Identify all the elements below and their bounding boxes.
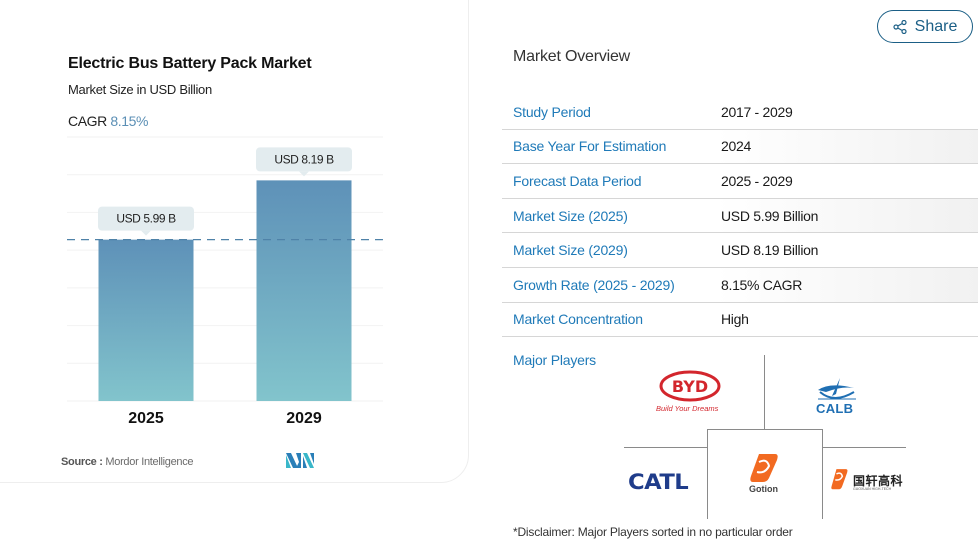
guoxuan-logo-text-en: GUOXUAN HIGH-TECH (853, 487, 892, 491)
calb-logo-text: CALB (816, 401, 854, 416)
catl-logo: CATL (628, 470, 689, 494)
data-label-pointer (299, 171, 309, 177)
source-label: Source : (61, 456, 103, 468)
overview-row-forecast-period: Forecast Data Period 2025 - 2029 (502, 164, 978, 199)
gotion-logo-text: Gotion (749, 484, 778, 494)
data-labels: USD 5.99 B USD 8.19 B (98, 147, 352, 236)
overview-label: Growth Rate (2025 - 2029) (513, 276, 675, 293)
x-tick-label: 2025 (128, 410, 164, 427)
overview-row-growth-rate: Growth Rate (2025 - 2029) 8.15% CAGR (502, 267, 978, 303)
cagr-label: CAGR 8.15% (68, 113, 148, 129)
overview-label: Market Size (2029) (513, 242, 628, 259)
major-players-label: Major Players (513, 352, 596, 368)
overview-label: Market Size (2025) (513, 207, 628, 224)
overview-label: Base Year For Estimation (513, 138, 667, 155)
overview-value: High (721, 311, 749, 328)
bar-2025 (98, 239, 194, 401)
chart-subtitle: Market Size in USD Billion (68, 82, 212, 97)
cagr-label-text: CAGR (68, 113, 107, 129)
overview-value: 8.15% CAGR (721, 276, 803, 293)
gotion-logo (750, 454, 778, 482)
data-label-bubble (98, 206, 194, 231)
overview-value: 2017 - 2029 (721, 103, 793, 120)
mordor-intelligence-logo (286, 453, 314, 468)
players-divider-vertical (764, 355, 765, 430)
overview-row-market-size-2029: Market Size (2029) USD 8.19 Billion (502, 233, 978, 268)
overview-label: Study Period (513, 103, 591, 120)
bars (98, 180, 352, 401)
source-value: Mordor Intelligence (105, 456, 194, 468)
overview-row-market-size-2025: Market Size (2025) USD 5.99 Billion (502, 198, 978, 234)
bar-chart: USD 5.99 B USD 8.19 B 2025 2029 (67, 136, 383, 427)
market-overview-title: Market Overview (513, 48, 631, 65)
players-divider-right (822, 447, 906, 448)
market-overview-table: Study Period 2017 - 2029 Base Year For E… (502, 95, 978, 338)
overview-value: USD 5.99 Billion (721, 207, 819, 224)
data-label-2029: USD 8.19 B (256, 147, 352, 177)
share-button[interactable]: Share (877, 10, 973, 43)
data-label-2025: USD 5.99 B (98, 206, 194, 236)
chart-title: Electric Bus Battery Pack Market (68, 55, 312, 72)
overview-row-study-period: Study Period 2017 - 2029 (502, 95, 978, 130)
byd-logo: BYD (659, 370, 721, 402)
disclaimer: *Disclaimer: Major Players sorted in no … (513, 525, 793, 539)
x-tick-label: 2029 (286, 410, 322, 427)
data-label-bubble (256, 147, 352, 172)
overview-label: Forecast Data Period (513, 172, 642, 189)
overview-value: USD 8.19 Billion (721, 242, 819, 259)
guoxuan-logo-text-cn: 国轩高科 (853, 474, 904, 488)
data-label-text: USD 8.19 B (274, 152, 334, 166)
players-center-box (707, 429, 823, 519)
x-axis-ticks: 2025 2029 (128, 410, 322, 427)
byd-tagline: Build Your Dreams (656, 404, 719, 413)
players-divider-left (624, 447, 708, 448)
overview-row-market-concentration: Market Concentration High (502, 303, 978, 338)
calb-logo (818, 370, 856, 400)
data-label-pointer (141, 230, 151, 236)
bar-2029 (256, 180, 352, 401)
cagr-value: 8.15% (110, 113, 149, 129)
overview-row-base-year: Base Year For Estimation 2024 (502, 129, 978, 165)
share-label: Share (914, 17, 958, 35)
share-icon (893, 19, 907, 34)
data-label-text: USD 5.99 B (116, 212, 176, 226)
source-note: Source : Mordor Intelligence (61, 456, 194, 468)
byd-logo-text: BYD (672, 377, 708, 396)
overview-value: 2024 (721, 138, 751, 155)
chart-card (0, 0, 469, 483)
overview-label: Market Concentration (513, 311, 643, 328)
guoxuan-logo-mark (831, 469, 848, 490)
overview-value: 2025 - 2029 (721, 172, 793, 189)
